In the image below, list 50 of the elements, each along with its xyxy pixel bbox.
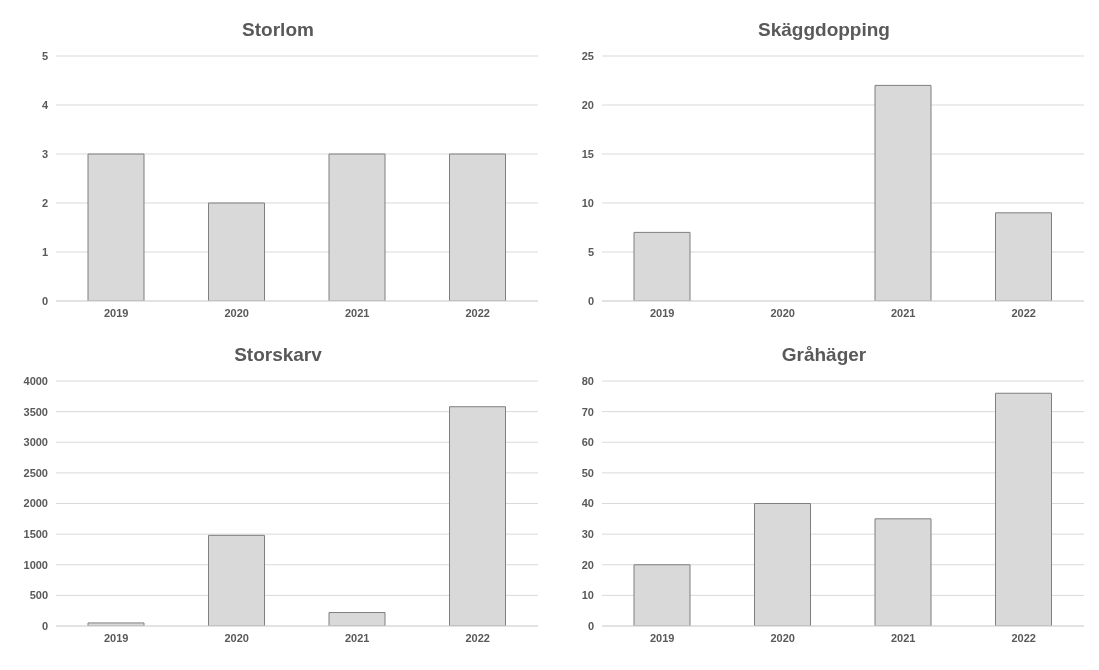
y-tick-label: 60 — [581, 436, 594, 449]
y-tick-label: 80 — [581, 374, 594, 387]
y-tick-label: 0 — [41, 619, 48, 632]
y-tick-label: 40 — [581, 497, 594, 510]
y-tick-label: 10 — [581, 589, 594, 602]
x-tick-label: 2021 — [345, 306, 370, 319]
y-tick-label: 2500 — [23, 466, 48, 479]
x-tick-label: 2020 — [770, 306, 795, 319]
y-tick-label: 5 — [41, 49, 48, 62]
x-tick-label: 2020 — [770, 631, 795, 644]
y-tick-label: 10 — [581, 196, 594, 209]
y-tick-label: 5 — [587, 245, 594, 258]
y-tick-label: 3500 — [23, 405, 48, 418]
y-tick-label: 0 — [587, 294, 594, 307]
x-tick-label: 2019 — [104, 631, 129, 644]
x-tick-label: 2022 — [1011, 631, 1036, 644]
y-tick-label: 70 — [581, 405, 594, 418]
y-tick-label: 2000 — [23, 497, 48, 510]
x-tick-label: 2019 — [650, 631, 675, 644]
x-tick-label: 2022 — [1011, 306, 1036, 319]
x-tick-label: 2021 — [891, 631, 916, 644]
x-tick-label: 2019 — [104, 306, 129, 319]
y-tick-label: 3000 — [23, 436, 48, 449]
y-tick-label: 1000 — [23, 558, 48, 571]
y-tick-label: 25 — [581, 49, 594, 62]
y-tick-label: 15 — [581, 147, 594, 160]
y-tick-label: 0 — [587, 619, 594, 632]
y-tick-label: 3 — [41, 147, 48, 160]
y-tick-label: 1 — [41, 245, 48, 258]
y-tick-label: 4000 — [23, 374, 48, 387]
y-tick-label: 20 — [581, 558, 594, 571]
x-tick-label: 2019 — [650, 306, 675, 319]
chart-title: Storlom — [241, 18, 315, 42]
y-tick-label: 0 — [41, 294, 48, 307]
x-tick-label: 2022 — [465, 631, 490, 644]
y-tick-label: 2 — [41, 196, 48, 209]
x-tick-label: 2022 — [465, 306, 490, 319]
y-tick-label: 1500 — [23, 528, 48, 541]
x-tick-label: 2021 — [345, 631, 370, 644]
chart-title: Storskarv — [233, 343, 323, 367]
y-tick-label: 20 — [581, 98, 594, 111]
y-tick-label: 30 — [581, 528, 594, 541]
chart-title: Skäggdopping — [757, 18, 891, 42]
y-tick-label: 500 — [29, 589, 48, 602]
x-tick-label: 2021 — [891, 306, 916, 319]
chart-title: Gråhäger — [780, 343, 868, 367]
x-tick-label: 2020 — [224, 306, 249, 319]
y-tick-label: 50 — [581, 466, 594, 479]
y-tick-label: 4 — [41, 98, 49, 111]
x-tick-label: 2020 — [224, 631, 249, 644]
